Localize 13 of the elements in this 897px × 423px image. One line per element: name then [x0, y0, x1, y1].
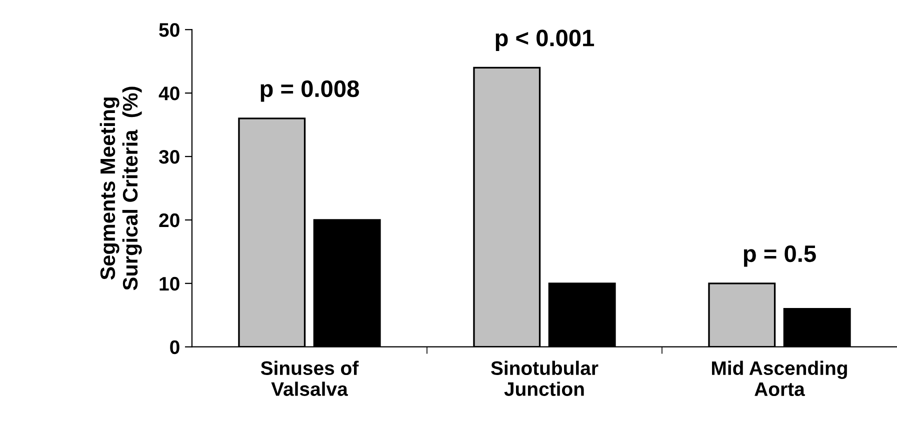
annotation: p = 0.5: [744, 245, 816, 267]
y-axis-title: Segments Meeting Surgical Criteria (%): [100, 86, 142, 290]
y-tick-label: 40: [158, 86, 180, 100]
y-tick-label: 50: [159, 23, 180, 37]
annotation: p < 0.001: [496, 30, 594, 52]
y-tick-label: 10: [160, 276, 180, 291]
y-tick-label: 0: [170, 340, 180, 354]
x-tick-label: Mid Ascending Aorta: [712, 360, 847, 396]
x-tick-label: Sinuses of Valsalva: [260, 360, 359, 396]
annotation: p = 0.008: [260, 80, 359, 102]
y-tick-label: 30: [158, 150, 180, 164]
y-tick-label: 20: [159, 213, 180, 228]
x-tick-label: Sinotubular Junction: [491, 360, 598, 396]
